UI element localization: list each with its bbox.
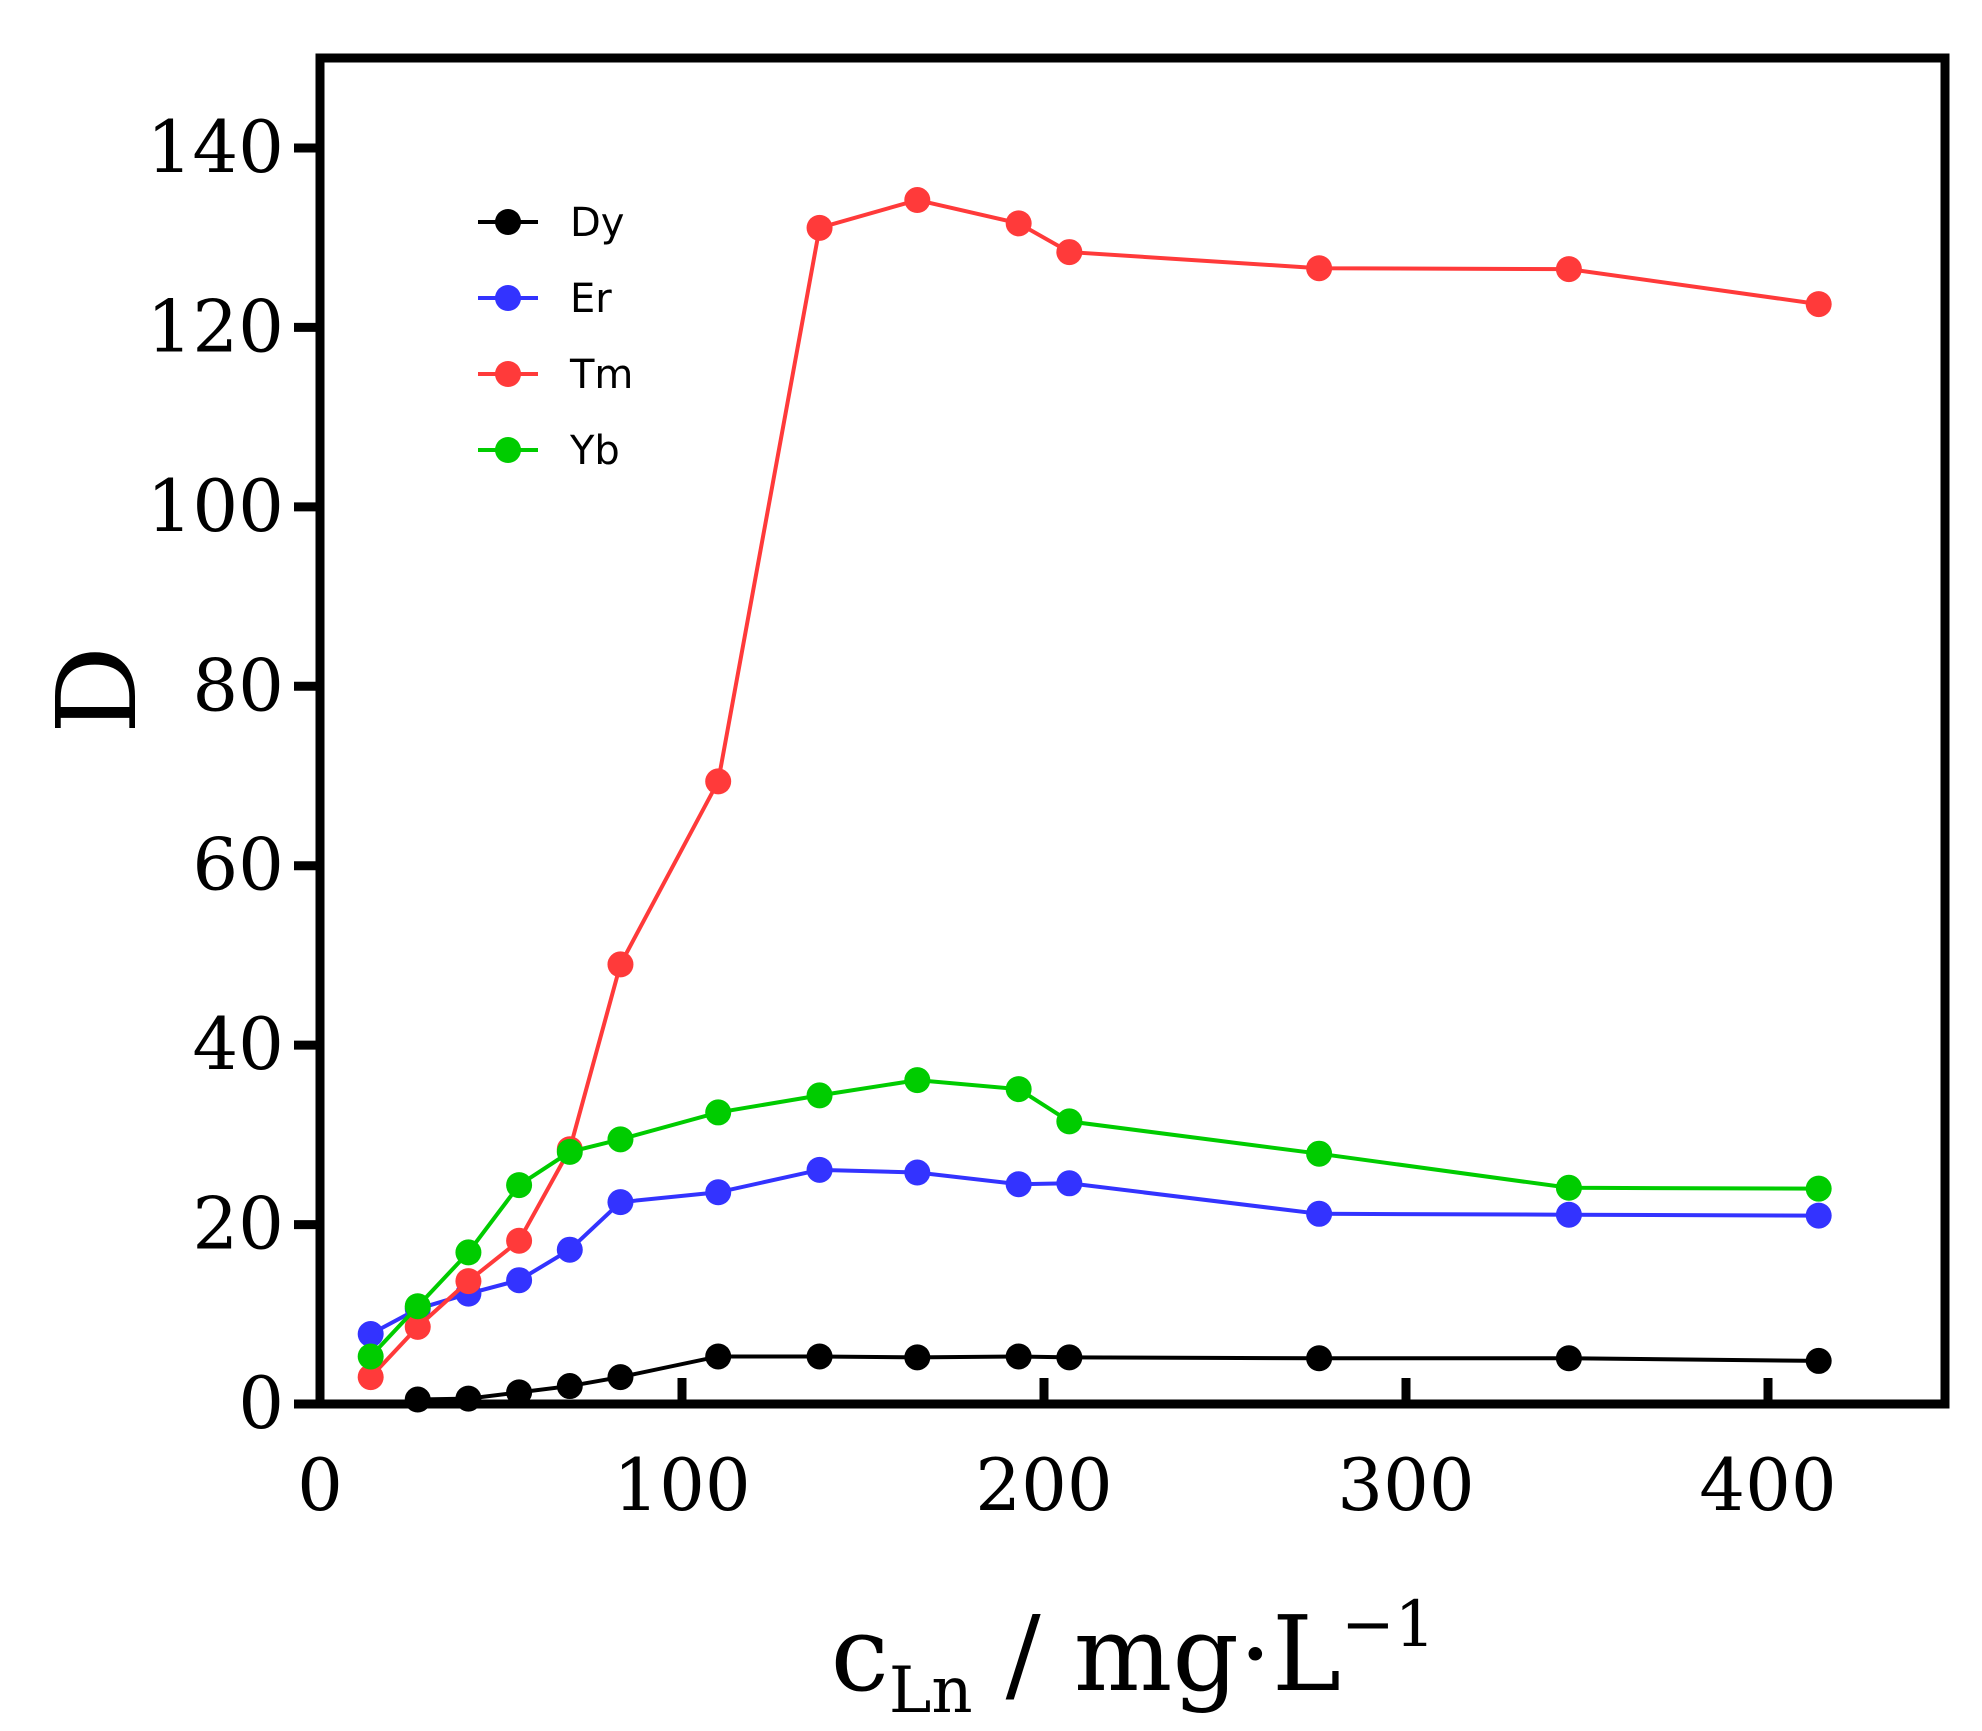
data-point-tm	[806, 214, 833, 241]
data-point-er	[1805, 1202, 1832, 1229]
data-point-yb	[1805, 1175, 1832, 1202]
data-point-er	[904, 1159, 931, 1186]
y-tick-label: 140	[147, 105, 284, 189]
data-point-tm	[1306, 255, 1333, 282]
data-point-yb	[1306, 1140, 1333, 1167]
data-point-yb	[404, 1293, 431, 1320]
legend-marker-er	[495, 285, 521, 311]
data-point-yb	[806, 1082, 833, 1109]
data-point-er	[705, 1179, 732, 1206]
data-point-dy	[607, 1364, 634, 1391]
legend-marker-dy	[495, 209, 521, 235]
data-point-dy	[1555, 1345, 1582, 1372]
data-point-dy	[506, 1379, 533, 1406]
data-point-tm	[1555, 256, 1582, 283]
data-point-dy	[404, 1386, 431, 1413]
data-point-yb	[1005, 1076, 1032, 1103]
series-dy	[404, 1343, 1832, 1413]
data-point-tm	[506, 1227, 533, 1254]
x-tick-label: 300	[1337, 1443, 1474, 1527]
data-point-er	[506, 1267, 533, 1294]
legend-label-dy: Dy	[570, 200, 624, 246]
x-axis-title: cLn / mg·L−1	[831, 1588, 1436, 1728]
data-point-tm	[455, 1268, 482, 1295]
data-point-yb	[506, 1172, 533, 1199]
legend-item-tm: Tm	[478, 352, 633, 398]
data-point-dy	[1056, 1344, 1083, 1371]
data-point-dy	[1005, 1343, 1032, 1370]
data-point-er	[556, 1236, 583, 1263]
data-point-yb	[1555, 1174, 1582, 1201]
data-point-er	[1306, 1200, 1333, 1227]
legend-item-er: Er	[478, 276, 612, 322]
data-point-yb	[607, 1126, 634, 1153]
x-tick-label: 0	[297, 1443, 343, 1527]
data-point-yb	[904, 1067, 931, 1094]
data-point-yb	[357, 1343, 384, 1370]
data-point-yb	[1056, 1108, 1083, 1135]
x-axis-title-subscript: Ln	[889, 1654, 973, 1728]
legend-label-yb: Yb	[569, 428, 620, 474]
y-tick-label: 100	[147, 464, 284, 548]
data-point-tm	[404, 1313, 431, 1340]
x-tick-label: 400	[1699, 1443, 1836, 1527]
data-point-tm	[607, 951, 634, 978]
data-point-er	[607, 1189, 634, 1216]
data-point-tm	[357, 1364, 384, 1391]
y-axis-title: D	[33, 646, 161, 734]
data-point-dy	[1306, 1345, 1333, 1372]
y-tick-label: 0	[238, 1361, 284, 1445]
data-point-dy	[455, 1385, 482, 1412]
series-line-yb	[369, 1078, 1819, 1358]
data-point-er	[1555, 1201, 1582, 1228]
series-er	[357, 1156, 1832, 1348]
data-point-dy	[904, 1344, 931, 1371]
data-point-tm	[705, 768, 732, 795]
x-axis-title-superscript: −1	[1341, 1588, 1435, 1662]
data-point-er	[357, 1321, 384, 1348]
x-axis-title-rest: / mg·L	[973, 1593, 1341, 1715]
legend-marker-yb	[495, 437, 521, 463]
data-point-dy	[705, 1343, 732, 1370]
y-tick-label: 60	[192, 823, 284, 907]
legend-label-tm: Tm	[569, 352, 633, 398]
data-point-tm	[1005, 210, 1032, 237]
legend-label-er: Er	[570, 276, 612, 322]
x-tick-label: 100	[613, 1443, 750, 1527]
y-tick-label: 20	[192, 1182, 284, 1266]
x-axis-title-base: c	[831, 1593, 889, 1715]
series-layer	[357, 187, 1832, 1413]
y-tick-label: 120	[147, 284, 284, 368]
data-point-yb	[705, 1099, 732, 1126]
legend-item-yb: Yb	[478, 428, 620, 474]
legend-marker-tm	[495, 361, 521, 387]
plot-frame	[315, 53, 1950, 1409]
data-point-tm	[904, 187, 931, 214]
legend-item-dy: Dy	[478, 200, 624, 246]
data-point-er	[806, 1156, 833, 1183]
data-point-yb	[556, 1138, 583, 1165]
series-line-er	[369, 1167, 1819, 1336]
x-axis: 0 100 200 300 400	[297, 1378, 1837, 1527]
y-tick-label: 80	[192, 643, 284, 727]
legend: Dy Er Tm Yb	[478, 200, 633, 474]
data-point-yb	[455, 1239, 482, 1266]
x-tick-label: 200	[975, 1443, 1112, 1527]
y-axis: 0 20 40 60 80 100 120 140	[147, 105, 320, 1445]
y-tick-label: 40	[192, 1002, 284, 1086]
data-point-er	[1005, 1171, 1032, 1198]
data-point-dy	[1805, 1347, 1832, 1374]
data-point-tm	[1805, 291, 1832, 318]
series-yb	[357, 1067, 1832, 1370]
data-point-er	[1056, 1170, 1083, 1197]
data-point-dy	[556, 1373, 583, 1400]
data-point-tm	[1056, 239, 1083, 266]
data-point-dy	[806, 1343, 833, 1370]
